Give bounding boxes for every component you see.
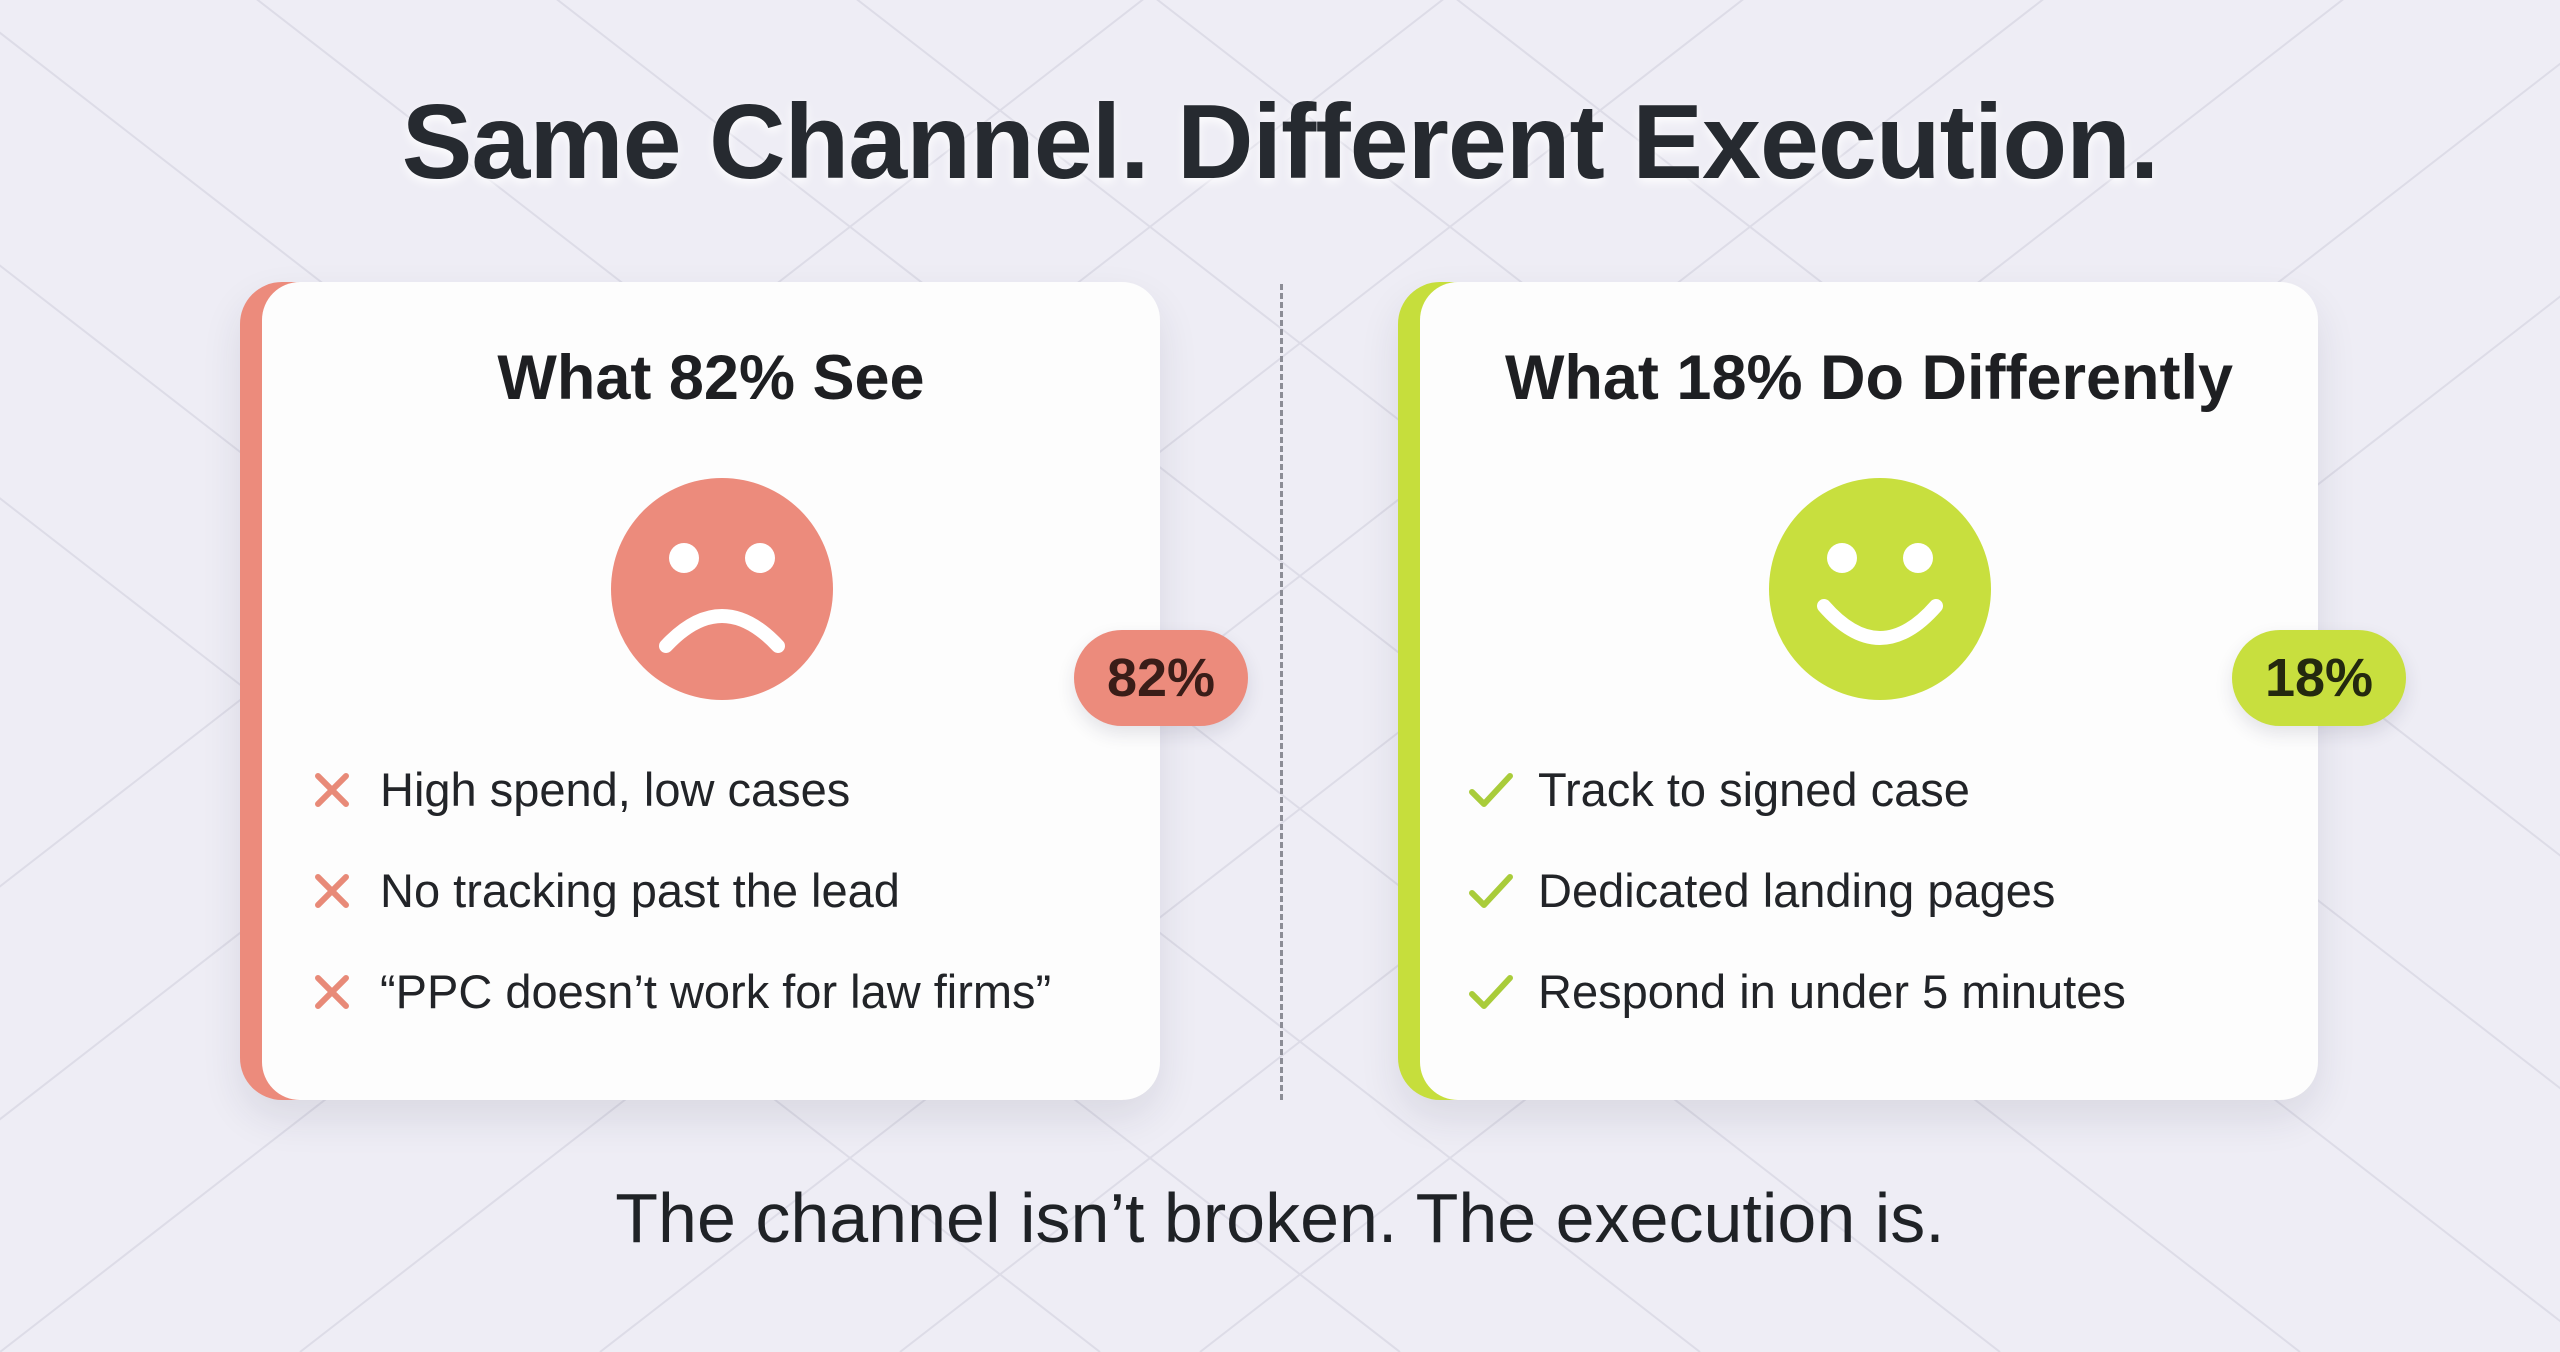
card-body: What 82% See High spend, low cases No tr…: [262, 282, 1160, 1100]
list-item: Respond in under 5 minutes: [1466, 964, 2126, 1065]
card-body: What 18% Do Differently Track to signed …: [1420, 282, 2318, 1100]
card-title: What 82% See: [497, 343, 925, 413]
center-divider: [1280, 284, 1283, 1100]
happy-face-icon: [1769, 478, 1991, 700]
list-item-text: Dedicated landing pages: [1538, 864, 2056, 917]
x-icon: [308, 968, 356, 1016]
check-icon: [1466, 968, 1514, 1016]
footer-caption: The channel isn’t broken. The execution …: [615, 1179, 1945, 1257]
percent-badge-18: 18%: [2232, 630, 2406, 726]
list-item: No tracking past the lead: [308, 863, 1051, 964]
x-icon: [308, 867, 356, 915]
list-item: Track to signed case: [1466, 762, 2126, 863]
list-item-text: High spend, low cases: [380, 763, 851, 816]
list-item: “PPC doesn’t work for law firms”: [308, 964, 1051, 1065]
list-item: High spend, low cases: [308, 762, 1051, 863]
check-icon: [1466, 867, 1514, 915]
x-icon: [308, 766, 356, 814]
card-title: What 18% Do Differently: [1504, 343, 2234, 413]
list-item-text: No tracking past the lead: [380, 864, 900, 917]
sad-face-icon: [611, 478, 833, 700]
list-item: Dedicated landing pages: [1466, 863, 2126, 964]
percent-badge-82: 82%: [1074, 630, 1248, 726]
problem-list: High spend, low cases No tracking past t…: [308, 762, 1051, 1065]
check-icon: [1466, 766, 1514, 814]
list-item-text: Respond in under 5 minutes: [1538, 965, 2126, 1018]
solution-list: Track to signed case Dedicated landing p…: [1466, 762, 2126, 1065]
list-item-text: “PPC doesn’t work for law firms”: [380, 965, 1052, 1018]
card-82-percent: What 82% See High spend, low cases No tr…: [240, 282, 1160, 1100]
page-title: Same Channel. Different Execution.: [401, 83, 2160, 201]
card-18-percent: What 18% Do Differently Track to signed …: [1398, 282, 2318, 1100]
list-item-text: Track to signed case: [1538, 763, 1970, 816]
